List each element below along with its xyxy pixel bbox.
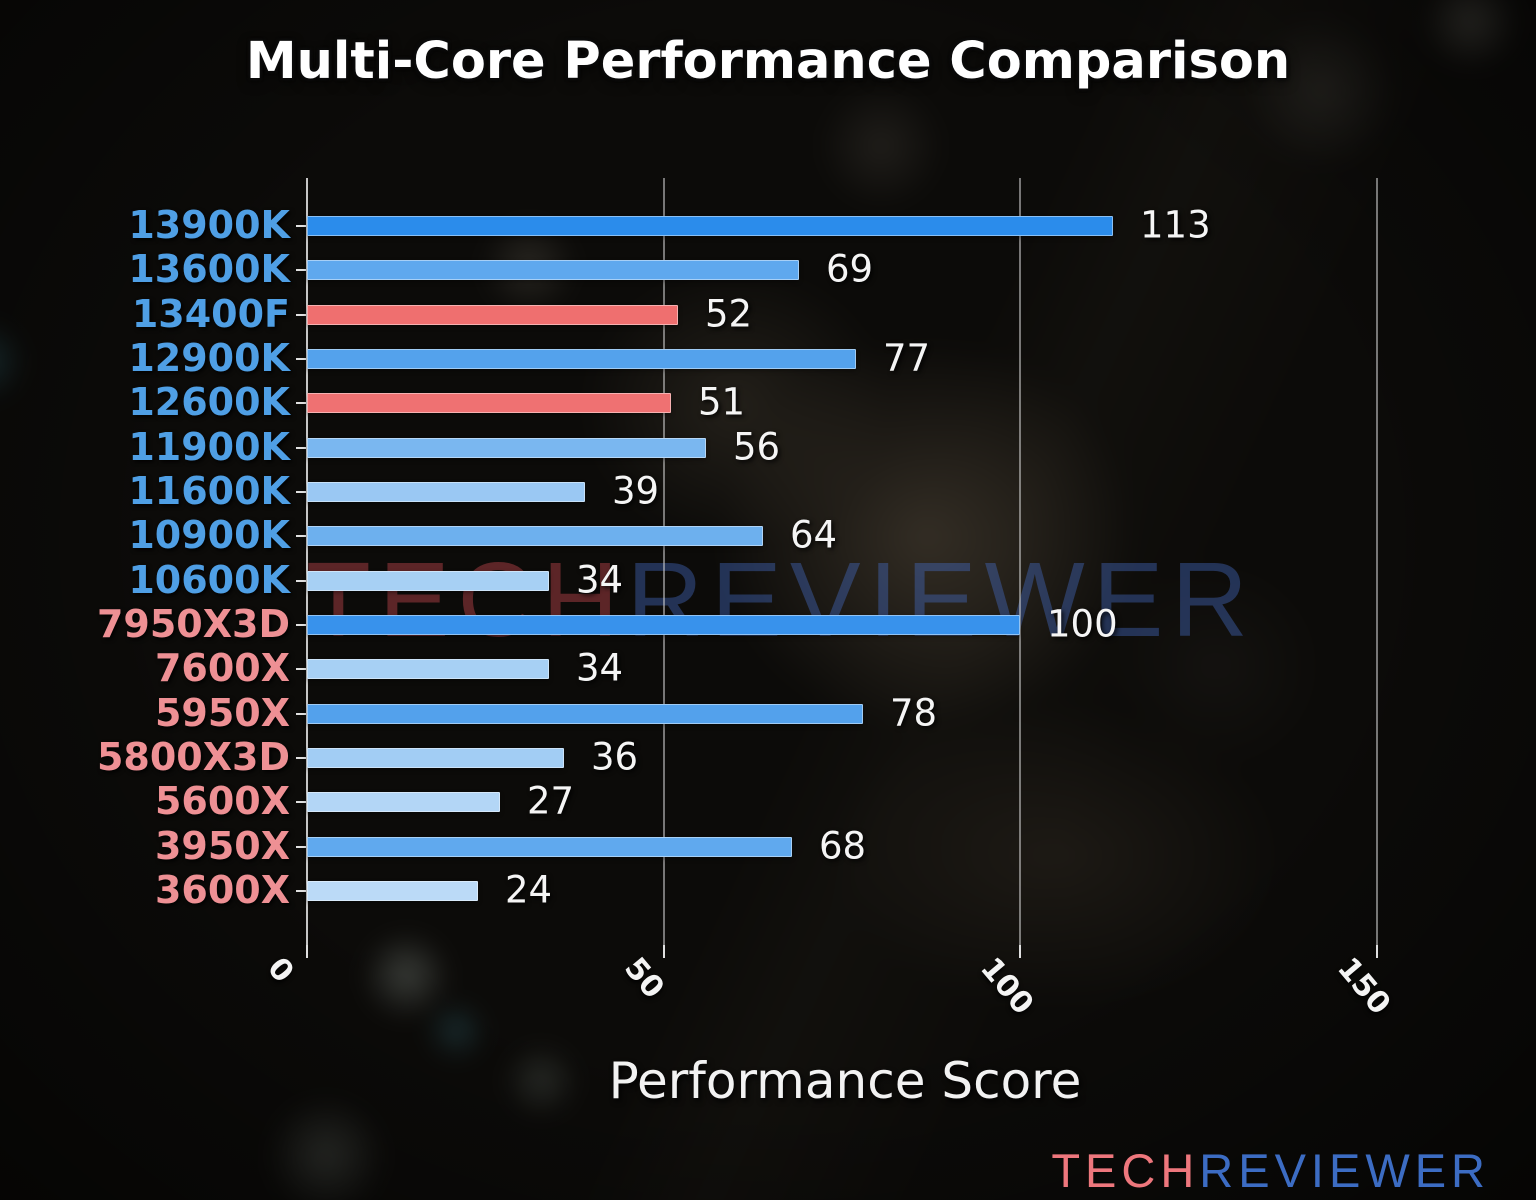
y-tick-mark-5600X (296, 801, 306, 804)
x-tick-label-0: 0 (260, 951, 308, 989)
y-tick-mark-11900K (296, 446, 306, 449)
watermark-reviewer: REVIEWER (626, 541, 1256, 659)
gridline-100 (1019, 178, 1021, 945)
y-tick-mark-10600K (296, 579, 306, 582)
bar-12600K (307, 393, 671, 414)
category-label-12900K: 12900K (128, 335, 290, 380)
watermark: TECHREVIEWER (306, 540, 1256, 661)
bar-5950X (307, 703, 863, 724)
y-tick-mark-5800X3D (296, 757, 306, 759)
value-label-11900K: 56 (733, 425, 781, 469)
x-tick-mark-100 (1019, 945, 1021, 958)
y-tick-mark-12600K (296, 402, 306, 405)
x-axis-label: Performance Score (608, 1052, 1082, 1110)
value-label-3950X: 68 (819, 824, 867, 868)
logo-reviewer: REVIEWER (1199, 1144, 1490, 1197)
value-label-5950X: 78 (890, 691, 938, 735)
x-tick-label-150: 150 (1330, 951, 1420, 1021)
plot-area: 0 50 100 150 13900K 113 13600K 69 13400F 52 12900K… (97, 178, 1440, 1021)
y-tick-mark-3950X (296, 845, 306, 848)
y-tick-mark-13400F (296, 313, 306, 316)
bar-7600X (307, 659, 549, 680)
y-tick-mark-5950X (296, 712, 306, 715)
y-tick-mark-13900K (296, 224, 306, 227)
y-axis-spine (306, 178, 308, 945)
value-label-13600K: 69 (826, 247, 874, 291)
gridline-50 (663, 178, 665, 945)
value-label-10900K: 64 (790, 513, 838, 557)
y-tick-mark-7600X (296, 668, 306, 671)
category-label-3600X: 3600X (154, 868, 290, 913)
category-label-5600X: 5600X (154, 779, 290, 824)
x-tick-label-50: 50 (617, 951, 686, 1005)
gridline-150 (1376, 178, 1378, 945)
y-tick-mark-3600X (296, 890, 306, 893)
category-label-11900K: 11900K (128, 424, 290, 469)
bar-10600K (307, 570, 549, 591)
bar-5800X3D (307, 748, 564, 768)
y-tick-mark-7950X3D (296, 623, 306, 626)
category-label-13900K: 13900K (128, 202, 290, 247)
category-label-10600K: 10600K (128, 557, 290, 602)
value-label-12900K: 77 (883, 336, 931, 380)
x-tick-mark-150 (1376, 945, 1378, 958)
value-label-7600X: 34 (576, 646, 624, 690)
bar-11900K (307, 437, 706, 458)
bar-13900K (307, 215, 1113, 236)
value-label-5800X3D: 36 (591, 735, 639, 779)
bar-3950X (307, 836, 792, 857)
value-label-13400F: 52 (705, 292, 753, 336)
y-tick-mark-12900K (296, 357, 306, 360)
category-label-10900K: 10900K (128, 513, 290, 558)
bar-13600K (307, 260, 799, 281)
bar-7950X3D (307, 614, 1020, 635)
category-label-11600K: 11600K (128, 469, 290, 514)
value-label-10600K: 34 (576, 558, 624, 602)
y-tick-mark-11600K (296, 490, 306, 493)
category-label-7600X: 7600X (154, 646, 290, 691)
value-label-5600X: 27 (527, 779, 575, 823)
value-label-12600K: 51 (698, 380, 746, 424)
y-tick-mark-13600K (296, 269, 306, 272)
bar-12900K (307, 348, 856, 369)
bar-10900K (307, 526, 763, 547)
category-label-12600K: 12600K (128, 380, 290, 425)
techreviewer-logo: TECHREVIEWER (1051, 1143, 1490, 1198)
bar-11600K (307, 481, 585, 502)
category-label-3950X: 3950X (154, 823, 290, 868)
x-tick-mark-50 (663, 945, 665, 958)
logo-tech: TECH (1051, 1144, 1200, 1197)
chart-title: Multi-Core Performance Comparison (245, 32, 1291, 91)
category-label-13600K: 13600K (128, 247, 290, 292)
bar-5600X (307, 792, 500, 813)
value-label-13900K: 113 (1140, 203, 1211, 247)
x-tick-label-100: 100 (973, 951, 1063, 1021)
y-tick-mark-10900K (296, 535, 306, 538)
watermark-tech: TECH (306, 541, 627, 659)
value-label-7950X3D: 100 (1047, 602, 1118, 646)
bar-3600X (307, 881, 478, 902)
x-tick-mark-0 (306, 945, 308, 958)
category-label-13400F: 13400F (131, 291, 290, 336)
category-label-5950X: 5950X (154, 690, 290, 735)
category-label-5800X3D: 5800X3D (96, 735, 290, 780)
bar-13400F (307, 304, 678, 325)
value-label-11600K: 39 (612, 469, 660, 513)
category-label-7950X3D: 7950X3D (96, 602, 290, 647)
value-label-3600X: 24 (505, 868, 553, 912)
